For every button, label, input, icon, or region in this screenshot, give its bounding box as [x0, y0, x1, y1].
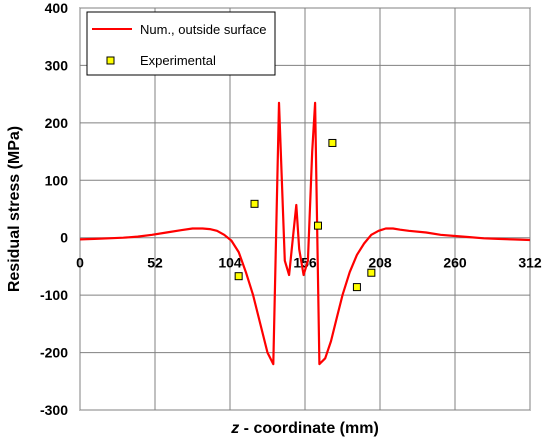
x-tick-labels: 0 52 104 156 208 260 312: [76, 255, 542, 271]
legend: Num., outside surface Experimental: [86, 11, 276, 76]
experimental-point: [328, 138, 337, 147]
x-tick-label: 156: [293, 255, 317, 271]
legend-marker-swatch: [106, 56, 115, 65]
y-tick-label: 200: [45, 115, 69, 131]
y-tick-label: -200: [40, 345, 68, 361]
y-tick-label: 300: [45, 57, 69, 73]
legend-label-numerical: Num., outside surface: [140, 22, 266, 37]
x-tick-label: 312: [518, 255, 542, 271]
x-axis-title-rest: - coordinate (mm): [239, 420, 379, 437]
y-tick-label: 0: [60, 230, 68, 246]
numerical-line: [79, 101, 531, 366]
x-axis-title-italic: z: [230, 420, 239, 437]
legend-box: [86, 11, 276, 76]
x-tick-label: 104: [218, 255, 242, 271]
y-tick-labels: -300 -200 -100 0 100 200 300 400: [40, 0, 68, 418]
experimental-point: [313, 221, 322, 230]
experimental-point: [250, 199, 259, 208]
x-tick-label: 0: [76, 255, 84, 271]
x-tick-label: 208: [368, 255, 392, 271]
y-tick-label: 400: [45, 0, 69, 16]
x-axis-title: z - coordinate (mm): [230, 420, 379, 437]
experimental-point: [367, 268, 376, 277]
legend-label-experimental: Experimental: [140, 53, 216, 68]
y-axis-title: Residual stress (MPa): [6, 126, 23, 292]
x-tick-label: 260: [443, 255, 467, 271]
series-layer: [79, 101, 531, 366]
x-tick-label: 52: [147, 255, 163, 271]
experimental-point: [234, 272, 243, 281]
y-tick-label: 100: [45, 172, 69, 188]
y-tick-label: -300: [40, 402, 68, 418]
experimental-point: [352, 283, 361, 292]
y-tick-label: -100: [40, 287, 68, 303]
